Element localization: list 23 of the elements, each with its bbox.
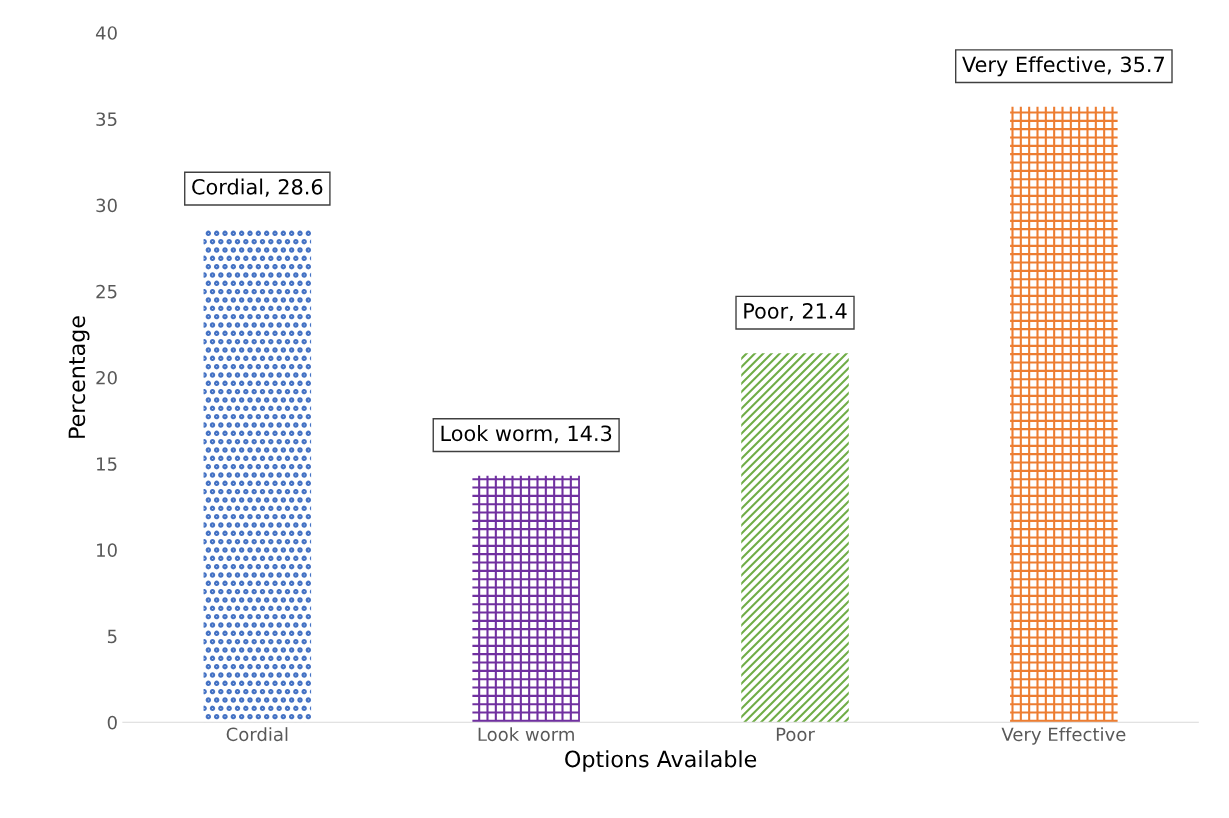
y-tick-label: 5: [107, 629, 117, 644]
data-label: Poor, 21.4: [744, 303, 847, 321]
x-tick-label: Look worm: [478, 727, 574, 742]
y-tick-label: 35: [96, 112, 117, 127]
data-label: Very Effective, 35.7: [962, 56, 1164, 77]
bar: [472, 475, 580, 723]
bar: [203, 229, 312, 723]
y-tick-label: 0: [107, 715, 117, 730]
x-tick-label: Very Effective: [1001, 727, 1126, 745]
y-tick-label: 20: [96, 370, 117, 385]
bar: [1010, 106, 1118, 723]
x-tick-label: Cordial: [226, 727, 288, 742]
y-tick-label: 30: [96, 198, 117, 213]
x-tick-label: Poor: [776, 727, 815, 742]
data-label: Look worm, 14.3: [441, 425, 612, 444]
bar: [741, 353, 849, 723]
y-tick-label: 25: [96, 284, 117, 299]
y-tick-label: 40: [95, 26, 117, 40]
x-axis-title: Options Available: [565, 750, 757, 772]
y-tick-label: 15: [97, 457, 117, 471]
data-label: Cordial, 28.6: [192, 178, 323, 197]
y-axis-title: Percentage: [68, 316, 90, 438]
y-tick-label: 10: [97, 543, 117, 558]
